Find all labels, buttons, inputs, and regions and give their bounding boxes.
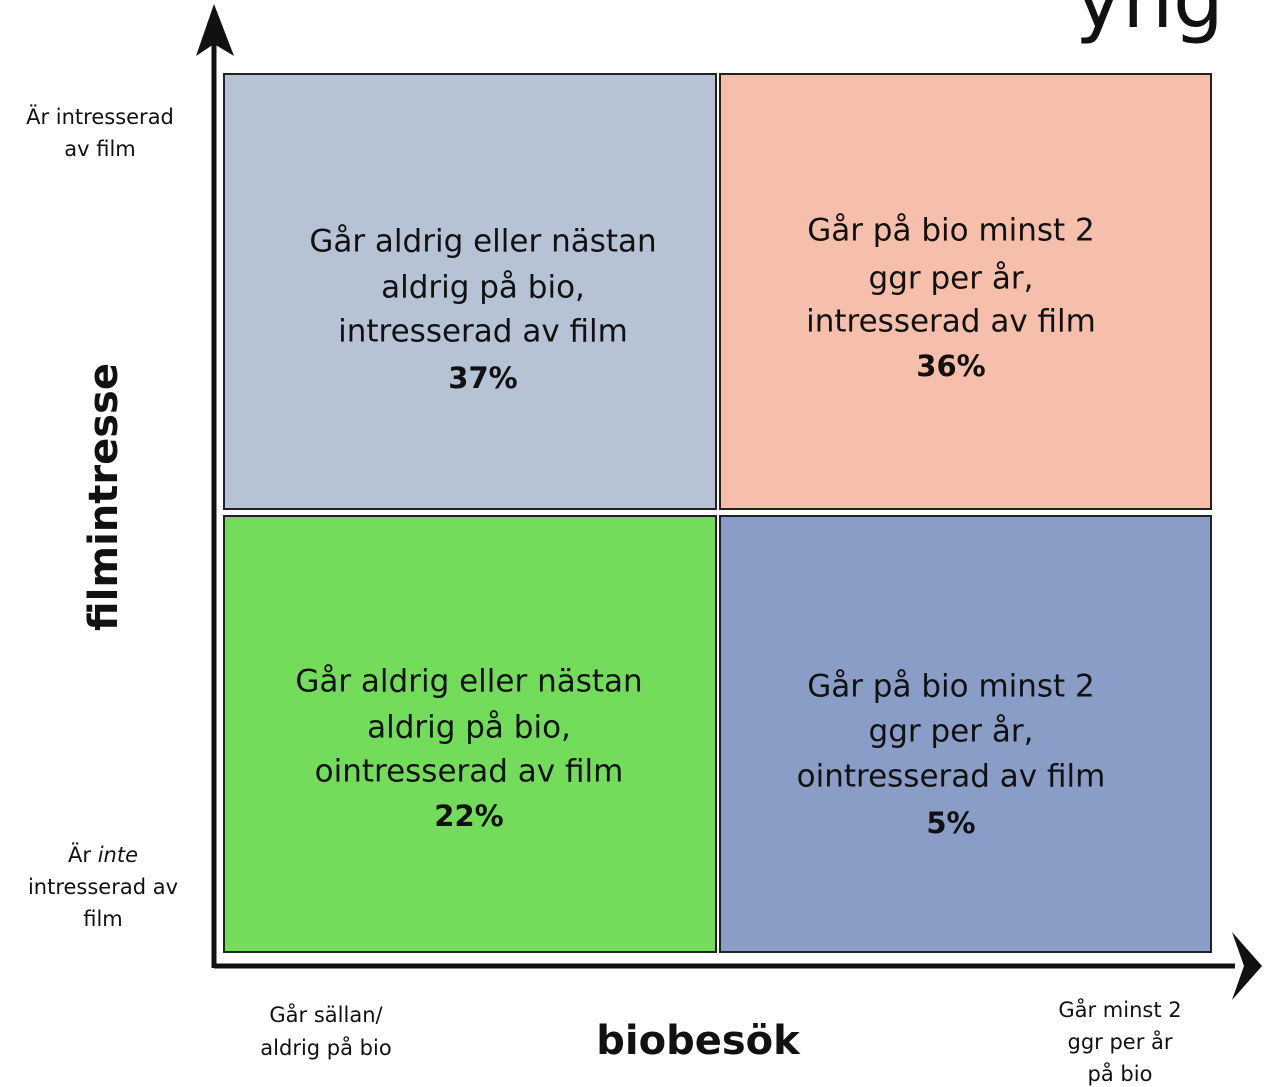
y-low-label: Är inte [68, 842, 138, 867]
quadrant [719, 73, 1212, 510]
quadrant-text: intresserad av film [806, 304, 1096, 340]
quadrant-text: Går på bio minst 2 [807, 213, 1095, 249]
y-low-pre: Är [68, 842, 98, 867]
x-high-label: Går minst 2 [1058, 997, 1181, 1022]
x-axis-title: biobesök [596, 1018, 801, 1064]
quadrant [223, 73, 717, 510]
quadrant-text: ggr per år, [869, 714, 1034, 750]
quadrant-text: ggr per år, [869, 261, 1034, 297]
x-low-label: Går sällan/ [269, 1002, 383, 1027]
quadrant-text: intresserad av film [338, 314, 628, 350]
x-high-label: ggr per år [1067, 1029, 1172, 1054]
x-high-label: på bio [1088, 1061, 1153, 1086]
quadrant-text: Går aldrig eller nästan [295, 664, 642, 700]
y-axis-title: filmintresse [81, 363, 127, 631]
quadrant-percent: 37% [448, 361, 517, 395]
quadrant-text: Går på bio minst 2 [807, 669, 1095, 705]
y-high-label: Är intresserad [26, 104, 174, 129]
quadrant-percent: 36% [916, 349, 985, 383]
y-low-label: film [83, 907, 123, 931]
quadrant [223, 515, 717, 953]
quadrant-text: aldrig på bio, [367, 710, 571, 746]
quadrant-text: aldrig på bio, [381, 270, 585, 306]
quadrant-text: ointresserad av film [315, 754, 624, 790]
y-arrow [196, 4, 234, 56]
quadrant-text: ointresserad av film [797, 759, 1106, 795]
quadrant-text: Går aldrig eller nästan [309, 224, 656, 260]
y-low-label: intresserad av [28, 875, 178, 899]
quadrant [719, 515, 1212, 953]
y-low-em: inte [98, 843, 138, 867]
quadrants: Går aldrig eller nästan aldrig på bio, int… [223, 73, 1212, 953]
y-high-label: av film [64, 137, 136, 161]
quadrant-percent: 22% [434, 799, 503, 833]
x-arrow [1232, 932, 1262, 1000]
x-low-label: aldrig på bio [260, 1035, 391, 1060]
title-fragment: yng [1075, 0, 1224, 46]
quadrant-percent: 5% [926, 806, 975, 840]
